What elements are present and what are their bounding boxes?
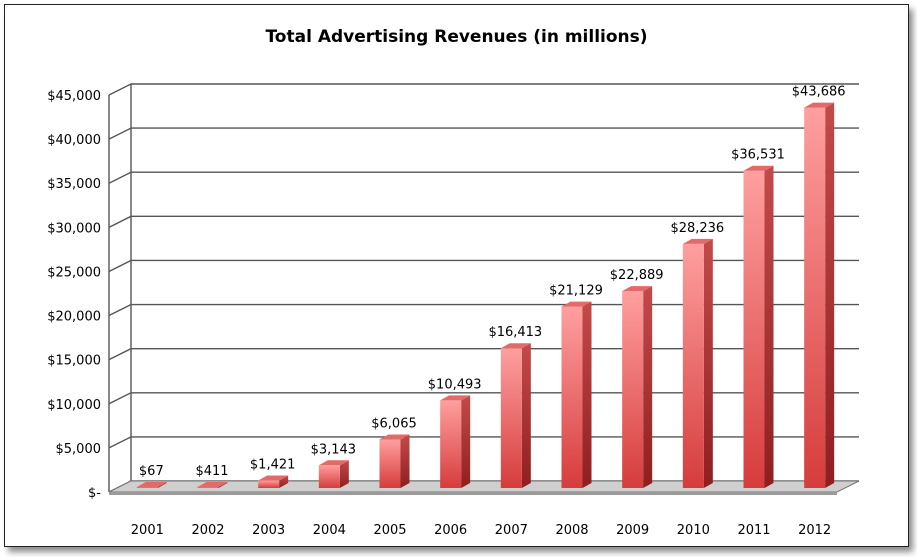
bars <box>136 102 835 488</box>
bar-top <box>318 460 349 466</box>
data-label: $1,421 <box>250 457 296 472</box>
y-axis-ticks: $- $5,000 $10,000 $15,000 $20,000 $25,000 $30,… <box>47 89 101 501</box>
bar-top <box>258 475 289 481</box>
bar-front <box>561 306 583 488</box>
bar-side <box>339 460 349 488</box>
y-tick-label: $5,000 <box>56 442 102 457</box>
x-tick-label: 2010 <box>677 523 710 538</box>
bar-side <box>218 482 228 488</box>
y-tick-label: $35,000 <box>47 177 101 192</box>
y-tick-label: $30,000 <box>47 221 101 236</box>
bar-side <box>643 286 653 488</box>
bar-top <box>379 434 410 440</box>
bar-top <box>197 482 228 487</box>
bar-top <box>622 286 653 292</box>
bar-side <box>157 482 167 488</box>
bar-front <box>258 480 280 488</box>
bar-front <box>500 348 522 488</box>
chart-floor <box>108 480 860 495</box>
bar-top <box>682 238 713 244</box>
bar-front <box>440 400 462 488</box>
data-label: $6,065 <box>371 416 417 431</box>
chart-frame: Total Advertising Revenues (in millions)… <box>4 4 909 547</box>
data-label: $22,889 <box>610 268 664 283</box>
bar-front <box>743 170 765 488</box>
bar <box>500 343 531 488</box>
gridline <box>108 127 859 140</box>
data-label: $43,686 <box>792 85 846 100</box>
y-tick-label: $10,000 <box>47 398 101 413</box>
bar-top <box>136 482 167 487</box>
x-tick-label: 2008 <box>555 523 588 538</box>
y-tick-label: $- <box>88 486 101 501</box>
data-label: $67 <box>139 464 164 479</box>
bar <box>743 165 774 488</box>
data-label: $21,129 <box>549 284 603 299</box>
bar-top <box>804 102 835 108</box>
x-tick-label: 2011 <box>737 523 770 538</box>
bar-side <box>461 395 471 488</box>
data-label: $411 <box>195 464 228 479</box>
x-tick-label: 2006 <box>434 523 467 538</box>
bar <box>622 286 653 488</box>
bar-top <box>500 343 531 349</box>
bar <box>136 482 167 488</box>
bar-front <box>136 487 158 488</box>
bar-front <box>682 243 704 488</box>
y-tick-label: $20,000 <box>47 310 101 325</box>
x-tick-label: 2001 <box>131 523 164 538</box>
bar-top <box>561 301 592 307</box>
y-tick-label: $40,000 <box>47 133 101 148</box>
x-tick-label: 2012 <box>798 523 831 538</box>
bar-front <box>197 487 219 488</box>
data-label: $28,236 <box>670 221 724 236</box>
bar-front <box>622 291 644 488</box>
chart-title: Total Advertising Revenues (in millions) <box>265 27 648 47</box>
x-tick-label: 2007 <box>495 523 528 538</box>
bar <box>682 238 713 488</box>
bar-chart: $- $5,000 $10,000 $15,000 $20,000 $25,000 $30,… <box>47 83 860 538</box>
y-tick-label: $25,000 <box>47 265 101 280</box>
data-label: $10,493 <box>428 377 482 392</box>
x-tick-label: 2009 <box>616 523 649 538</box>
data-labels: $67 $411 $1,421 $3,143 $6,065 $10,493 $16,413 $… <box>139 85 846 479</box>
x-tick-label: 2003 <box>252 523 285 538</box>
bar-side <box>825 102 835 488</box>
x-tick-label: 2004 <box>313 523 346 538</box>
bar <box>258 475 289 488</box>
bar-front <box>804 107 826 488</box>
floor-edge <box>109 492 837 495</box>
data-label: $16,413 <box>488 325 542 340</box>
x-axis-ticks: 2001 2002 2003 2004 2005 2006 2007 2008 2009 2010… <box>131 523 831 538</box>
bar-side <box>582 301 592 488</box>
bar-side <box>521 343 531 488</box>
gridline <box>108 83 859 96</box>
bar-front <box>318 465 340 488</box>
y-axis-line <box>108 84 132 492</box>
bar-side <box>400 434 410 488</box>
bar <box>379 434 410 488</box>
y-tick-label: $15,000 <box>47 354 101 369</box>
x-tick-label: 2002 <box>191 523 224 538</box>
y-tick-label: $45,000 <box>47 89 101 104</box>
bar-side <box>279 475 289 488</box>
x-tick-label: 2005 <box>373 523 406 538</box>
data-label: $36,531 <box>731 148 785 163</box>
bar-side <box>703 238 713 488</box>
bar-top <box>440 395 471 401</box>
bar-top <box>743 165 774 171</box>
data-label: $3,143 <box>311 442 357 457</box>
bar-side <box>764 165 774 488</box>
bar-front <box>379 439 401 488</box>
bar <box>440 395 471 488</box>
bar <box>561 301 592 488</box>
bar <box>318 460 349 488</box>
bar <box>197 482 228 488</box>
bar <box>804 102 835 488</box>
